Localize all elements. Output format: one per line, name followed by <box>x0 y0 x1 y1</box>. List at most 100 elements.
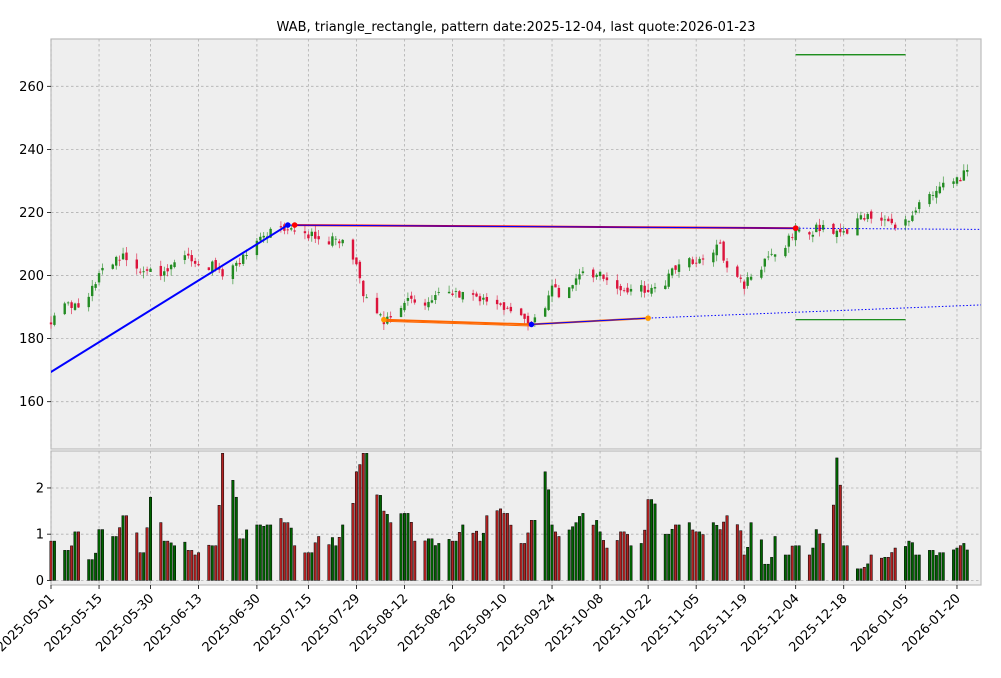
candle-body <box>797 229 801 232</box>
candle-body <box>845 229 849 234</box>
pattern-overlay <box>51 54 981 374</box>
pattern-line <box>287 224 796 229</box>
candle-body <box>115 256 118 266</box>
candle-body <box>379 314 382 316</box>
candle-body <box>413 299 416 303</box>
volume-bar <box>523 543 527 581</box>
volume-bar <box>125 515 128 581</box>
volume-bar <box>457 532 461 581</box>
candle-body <box>238 262 241 265</box>
volume-bar <box>118 527 122 581</box>
candle-body <box>543 308 547 317</box>
candle-body <box>454 291 458 292</box>
volume-bar <box>217 505 221 581</box>
candle-body <box>423 302 427 306</box>
volume-bar <box>907 540 911 581</box>
candle-body <box>197 264 200 266</box>
volume-bar <box>73 531 77 581</box>
candle-body <box>149 268 152 272</box>
candle-body <box>207 267 211 270</box>
candle-body <box>554 284 557 288</box>
candle-body <box>935 190 938 198</box>
volume-bar <box>313 542 317 581</box>
candle-body <box>53 315 56 325</box>
volume-bar <box>619 531 623 581</box>
volume-bar <box>289 527 293 581</box>
candle-body <box>911 215 914 221</box>
candle-body <box>962 170 966 181</box>
candle-body <box>883 219 887 221</box>
volume-bar <box>70 545 74 581</box>
candle-body <box>362 280 365 297</box>
volume-tick-label: 2 <box>36 481 44 496</box>
candle-body <box>430 300 434 303</box>
volume-bar <box>773 536 777 581</box>
volume-bar <box>766 563 770 581</box>
pattern-marker <box>284 222 291 228</box>
volume-bar <box>399 513 403 581</box>
volume-bar <box>375 494 379 581</box>
volume-bar <box>427 538 430 581</box>
candle-body <box>832 223 835 234</box>
pattern-marker <box>645 315 651 321</box>
volume-bar <box>385 514 389 581</box>
volume-bar <box>306 552 310 581</box>
volume-bar <box>955 547 959 581</box>
candle-body <box>447 291 451 294</box>
candle-body <box>887 218 890 222</box>
candle-body <box>375 297 379 314</box>
volume-bar <box>63 550 67 581</box>
volume-bar <box>234 496 238 581</box>
volume-bar <box>423 540 427 581</box>
candle-body <box>169 264 173 270</box>
candle-body <box>966 169 969 172</box>
candle-body <box>478 296 482 302</box>
candle-body <box>653 287 657 289</box>
volume-bar <box>337 537 341 581</box>
volume-bar <box>159 522 163 581</box>
candle-body <box>125 252 128 261</box>
volume-bar <box>770 557 774 581</box>
volume-bar <box>317 536 321 581</box>
volume-bar <box>454 540 458 581</box>
candle-body <box>135 259 138 269</box>
volume-bar <box>255 524 259 581</box>
candle-body <box>145 269 149 271</box>
candle-body <box>471 293 475 295</box>
candle-body <box>451 293 454 295</box>
volume-bar <box>670 528 674 581</box>
volume-bar <box>142 552 146 581</box>
volume-bar <box>485 515 489 581</box>
candle-body <box>173 262 176 268</box>
candle-body <box>163 271 166 276</box>
candle-body <box>90 285 94 297</box>
volume-bar <box>77 531 80 581</box>
candle-body <box>856 218 859 236</box>
volume-bar <box>210 545 214 581</box>
candle-body <box>571 285 574 289</box>
candle-body <box>598 271 602 277</box>
candle-body <box>87 296 90 308</box>
candle-body <box>389 316 392 318</box>
candle-body <box>842 231 845 233</box>
candle-body <box>351 239 355 260</box>
candle-body <box>118 259 121 261</box>
candle-body <box>622 290 626 292</box>
candle-body <box>77 303 80 308</box>
candle-body <box>183 255 187 261</box>
volume-bar <box>193 554 197 581</box>
candle-body <box>715 244 718 256</box>
price-tick-label: 240 <box>19 143 44 158</box>
candle-body <box>619 285 622 291</box>
candle-body <box>331 236 334 246</box>
candle-body <box>746 277 749 286</box>
volume-bar <box>114 536 118 581</box>
pattern-marker <box>792 225 799 232</box>
volume-bar <box>286 522 290 581</box>
candle-body <box>818 224 821 232</box>
volume-bar <box>639 543 643 581</box>
candle-body <box>646 289 650 293</box>
candle-body <box>763 258 767 267</box>
price-tick-label: 160 <box>19 395 44 410</box>
